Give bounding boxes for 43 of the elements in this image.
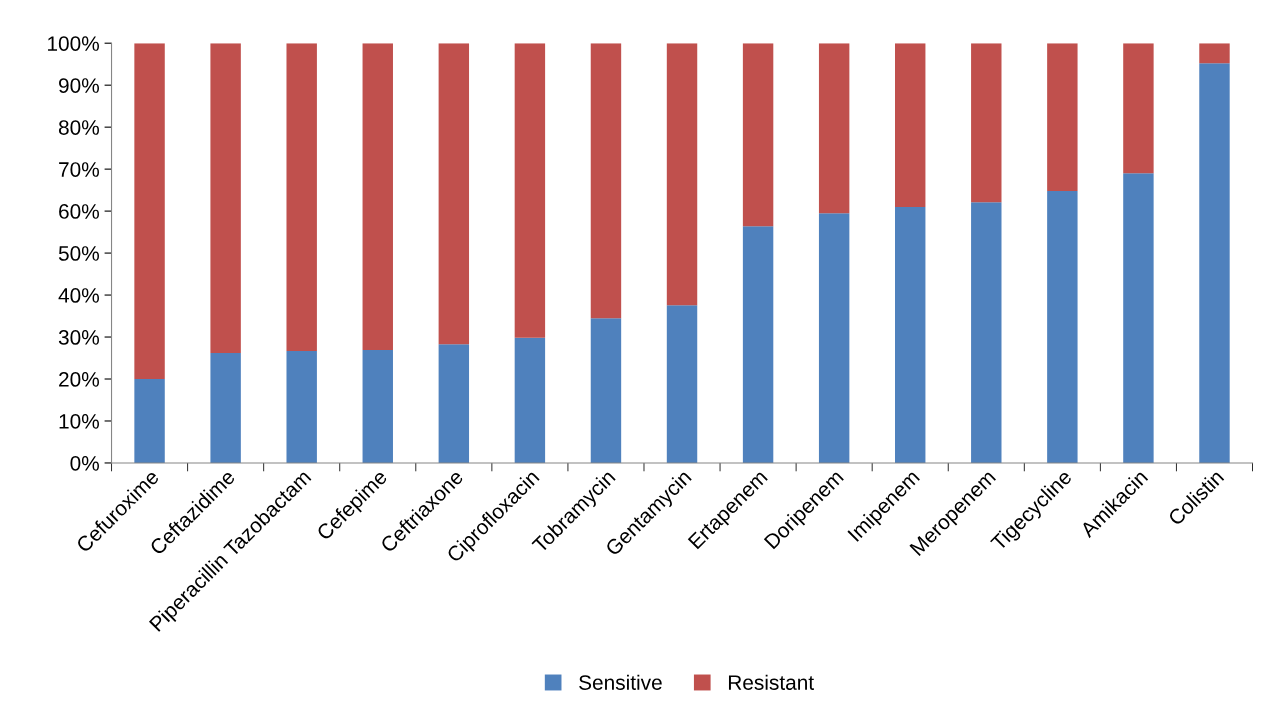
y-tick-label: 20% [59, 372, 99, 387]
bar [286, 350, 317, 463]
y-tick-label: 10% [59, 413, 99, 429]
bar [1047, 43, 1078, 191]
y-tick-label: 80% [58, 120, 99, 135]
bar [971, 43, 1002, 203]
y-tick-label: 90% [59, 78, 99, 93]
bar [134, 379, 165, 463]
bar [134, 43, 165, 380]
legend-label: Sensitive [579, 674, 662, 690]
bar [895, 43, 926, 207]
bar [1123, 43, 1154, 174]
bar [438, 344, 470, 463]
bar [1047, 190, 1078, 463]
bar [210, 43, 241, 353]
bar [362, 43, 393, 351]
y-tick-label: 40% [58, 288, 99, 303]
legend-label: Resistant [728, 674, 814, 690]
bar [590, 318, 622, 463]
bar [514, 337, 546, 463]
bar [590, 43, 622, 319]
bar [818, 43, 850, 214]
bar [1123, 173, 1154, 463]
y-tick-label: 100% [48, 36, 99, 51]
bar [362, 350, 393, 463]
bar [971, 202, 1002, 463]
bar [895, 206, 926, 463]
bar [1199, 63, 1230, 463]
bar [818, 213, 850, 463]
bar [666, 43, 698, 306]
bar [438, 43, 470, 345]
y-tick-label: 0% [70, 455, 99, 471]
y-tick-label: 70% [59, 162, 99, 177]
y-tick-label: 60% [59, 204, 99, 219]
bar [742, 43, 774, 227]
bar [514, 43, 546, 338]
bar [666, 305, 698, 463]
bar [210, 352, 241, 463]
bar [742, 226, 774, 463]
bar [286, 43, 317, 351]
y-tick-label: 30% [58, 330, 99, 345]
y-tick-label: 50% [58, 246, 99, 261]
bar [1199, 43, 1230, 64]
